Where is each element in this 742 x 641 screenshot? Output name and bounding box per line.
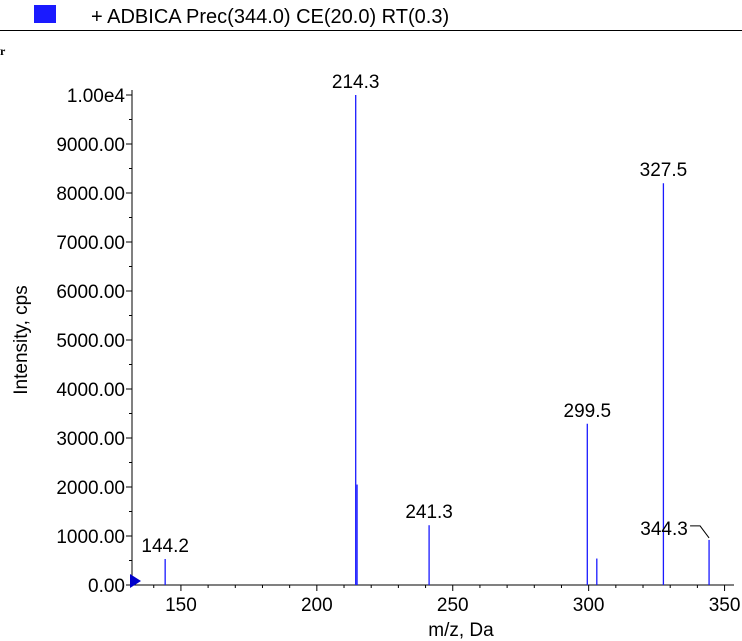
top-divider — [0, 30, 742, 31]
x-tick-label: 350 — [709, 595, 741, 616]
ticks: 0.00 1000.00 2000.00 3000.00 4000.00 5000.00 6… — [56, 86, 740, 616]
legend-swatch — [34, 5, 56, 23]
y-tick-label: 3000.00 — [56, 429, 125, 450]
peak-label: 344.3 — [640, 519, 688, 540]
peak-label: 327.5 — [640, 160, 688, 181]
peaks — [130, 95, 710, 588]
axes — [131, 90, 734, 586]
y-tick-label: 1.00e4 — [67, 86, 126, 107]
peak-label: 299.5 — [564, 401, 612, 422]
y-tick-label: 2000.00 — [56, 478, 125, 499]
y-tick-label: 5000.00 — [56, 331, 125, 352]
corner-glyph: r — [0, 44, 6, 58]
peak-label: 214.3 — [332, 72, 380, 93]
y-tick-label: 0.00 — [88, 576, 125, 597]
x-axis-label: m/z, Da — [428, 620, 494, 641]
y-tick-label: 6000.00 — [56, 282, 125, 303]
x-tick-label: 300 — [573, 595, 605, 616]
peak-label: 241.3 — [405, 502, 453, 523]
y-axis-label: Intensity, cps — [11, 285, 32, 394]
y-tick-label: 1000.00 — [56, 527, 125, 548]
y-tick-label: 9000.00 — [56, 135, 125, 156]
legend-label: + ADBICA Prec(344.0) CE(20.0) RT(0.3) — [91, 6, 450, 28]
y-axis-label-group: Intensity, cps — [11, 285, 32, 394]
peak-label: 144.2 — [141, 536, 189, 557]
y-tick-label: 7000.00 — [56, 233, 125, 254]
peak-label-leader — [690, 525, 710, 539]
x-tick-label: 250 — [437, 595, 469, 616]
y-tick-label: 4000.00 — [56, 380, 125, 401]
x-tick-label: 200 — [301, 595, 333, 616]
y-tick-label: 8000.00 — [56, 184, 125, 205]
peak-labels: 144.2 214.3 241.3 299.5 327.5 344.3 — [141, 72, 710, 557]
precursor-marker-icon — [130, 574, 141, 588]
x-tick-label: 150 — [165, 595, 197, 616]
